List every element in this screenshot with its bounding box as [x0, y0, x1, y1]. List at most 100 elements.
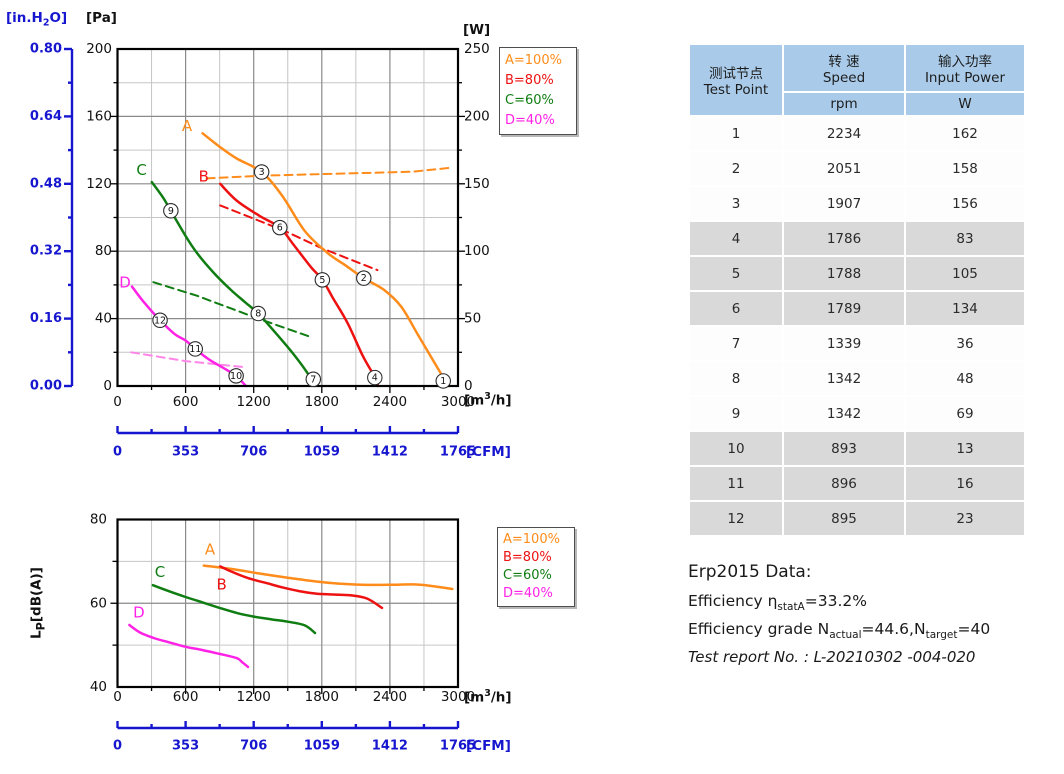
pa-axis-tick-label: 0 [103, 378, 112, 394]
speed-cell: 1907 [784, 187, 904, 220]
db-axis-tick-label: 60 [90, 595, 107, 611]
cfm-tick-label: 353 [172, 739, 199, 754]
pa-axis-tick-label: 40 [95, 311, 112, 327]
db-axis-tick-label: 40 [90, 679, 107, 695]
test-point-marker-10: 10 [228, 368, 244, 384]
curve-label-A: A [182, 117, 193, 135]
curve-label-C: C [136, 161, 146, 179]
x-axis-tick-label: 1800 [305, 394, 339, 410]
curve-A-noise [202, 564, 454, 591]
speed-cell: 896 [784, 467, 904, 500]
col-header-test-point: 测试节点 Test Point [690, 45, 782, 115]
test-point-cell: 4 [690, 222, 782, 255]
speed-cell: 1789 [784, 292, 904, 325]
test-point-marker-6: 6 [272, 219, 288, 236]
cfm-tick-label: 1059 [304, 445, 340, 460]
input-power-cell: 134 [906, 292, 1024, 325]
curve-D-power [130, 351, 246, 369]
x-axis-tick-label: 1200 [237, 689, 271, 705]
table-row-6: 6 1789 134 [690, 292, 1024, 325]
curve-label-A: A [205, 541, 216, 559]
w-axis-unit: [W] [463, 22, 491, 38]
legend-noise-curves: A=100% B=80% C=60% D=40% [497, 527, 575, 607]
table-row-9: 9 1342 69 [690, 397, 1024, 430]
col-header-input-power-en: Input Power [924, 70, 1006, 86]
marker-number: 12 [154, 315, 166, 326]
input-power-cell: 36 [906, 327, 1024, 360]
inh2o-tick-label: 0.00 [30, 379, 62, 394]
series-group [128, 564, 454, 669]
x-axis-tick-label: 600 [173, 394, 199, 410]
x-axis-tick-label: 0 [113, 689, 122, 705]
test-point-table: 测试节点 Test Point 转 速 Speed 输入功率 Input Pow… [688, 43, 1026, 537]
marker-number: 8 [255, 309, 261, 320]
marker-circle [163, 203, 179, 219]
pa-axis-unit: [Pa] [86, 10, 117, 26]
legend-fan-curves: A=100% B=80% C=60% D=40% [499, 47, 577, 135]
test-point-cell: 5 [690, 257, 782, 290]
inh2o-tick-label: 0.48 [30, 176, 62, 191]
cfm-tick-label: 353 [172, 445, 199, 460]
col-header-input-power-zh: 输入功率 [938, 54, 992, 70]
pa-axis-tick-label: 80 [95, 243, 112, 259]
test-point-cell: 8 [690, 362, 782, 395]
legend-item-C: C=60% [505, 93, 554, 108]
col-header-test-point-en: Test Point [703, 82, 769, 98]
x-axis-tick-label: 3000 [441, 394, 475, 410]
erp-title: Erp2015 Data: [688, 562, 812, 582]
test-point-marker-4: 4 [367, 369, 383, 386]
test-point-cell: 10 [690, 432, 782, 465]
marker-number: 1 [440, 376, 446, 387]
w-axis-tick-label: 200 [464, 108, 490, 124]
input-power-cell: 48 [906, 362, 1024, 395]
speed-cell: 893 [784, 432, 904, 465]
input-power-cell: 105 [906, 257, 1024, 290]
marker-number: 7 [310, 374, 316, 385]
erp-efficiency-line: Efficiency ηstatA=33.2% [688, 592, 867, 614]
speed-cell: 1788 [784, 257, 904, 290]
inh2o-tick-label: 0.80 [30, 42, 62, 57]
speed-cell: 1786 [784, 222, 904, 255]
cfm-tick-label: 0 [113, 739, 122, 754]
curve-A-power [205, 166, 454, 180]
marker-number: 4 [372, 373, 378, 384]
chart-noise-level: 0 600 1200 1800 2400 3000 80 60 40 0 353 706 1059 141… [90, 512, 476, 754]
lp-axis-unit: LP[dB(A)] [28, 567, 48, 639]
cfm-tick-label: 1412 [372, 445, 408, 460]
series-group [130, 132, 454, 388]
speed-cell: 895 [784, 502, 904, 535]
major-gridlines [117, 519, 458, 687]
marker-circle [250, 305, 266, 322]
x-axis-tick-label: 600 [173, 689, 199, 705]
table-row-11: 11 896 16 [690, 467, 1024, 500]
col-header-test-point-zh: 测试节点 [709, 66, 763, 82]
axis-ticks [110, 82, 465, 393]
col-unit-rpm: rpm [784, 93, 904, 115]
test-point-cell: 9 [690, 397, 782, 430]
input-power-cell: 69 [906, 397, 1024, 430]
test-point-cell: 2 [690, 152, 782, 185]
table-row-5: 5 1788 105 [690, 257, 1024, 290]
table-row-12: 12 895 23 [690, 502, 1024, 535]
m3h-axis-unit-top: [m3/h] [464, 391, 512, 409]
cfm-tick-label: 706 [240, 445, 267, 460]
marker-circle [314, 272, 331, 288]
cfm-axis [116, 721, 460, 730]
test-point-cell: 12 [690, 502, 782, 535]
col-header-speed-zh: 转 速 [828, 54, 860, 70]
test-point-marker-8: 8 [250, 305, 266, 322]
cfm-tick-label: 1765 [440, 739, 476, 754]
pa-axis-tick-label: 160 [86, 108, 112, 124]
curve-B-noise [219, 565, 384, 610]
test-point-cell: 11 [690, 467, 782, 500]
curve-B-pressure [218, 182, 380, 388]
x-axis-tick-label: 0 [113, 394, 122, 410]
x-axis-tick-label: 3000 [441, 689, 475, 705]
legend-item-A: A=100% [503, 532, 560, 547]
erp-test-report-line: Test report No. : L-20210302 -004-020 [688, 648, 976, 667]
marker-number: 6 [277, 223, 283, 234]
marker-number: 5 [319, 275, 325, 286]
legend-item-C: C=60% [503, 568, 552, 583]
